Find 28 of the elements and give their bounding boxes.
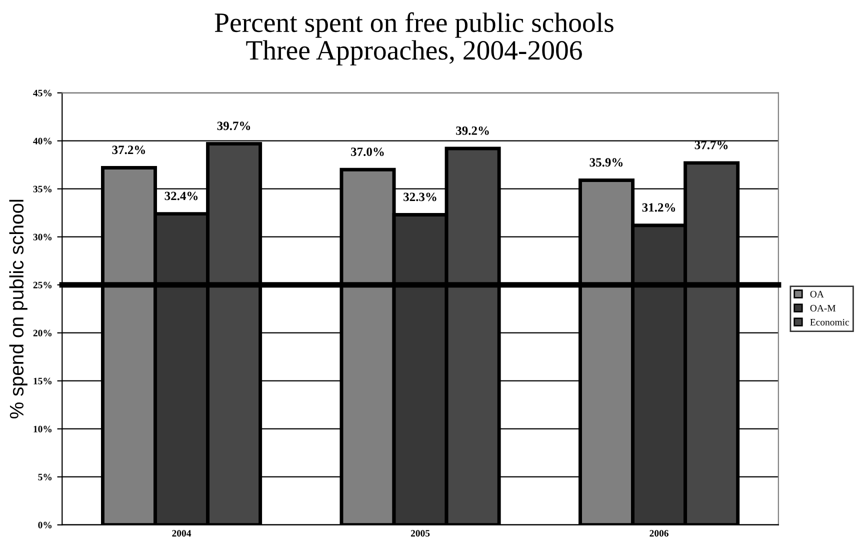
legend-label: OA <box>810 290 824 298</box>
legend-label: Economic <box>810 318 850 326</box>
legend-label: OA-M <box>810 304 836 312</box>
chart-subtitle: Three Approaches, 2004-2006 <box>246 40 582 66</box>
y-tick-label: 15% <box>34 378 52 384</box>
y-tick-label: 45% <box>33 90 52 96</box>
chart-title: Percent spent on free public schools <box>214 12 614 38</box>
x-tick-label: 2004 <box>172 530 192 537</box>
data-label: 37.7% <box>694 140 728 150</box>
data-label: 35.9% <box>590 158 623 167</box>
data-label: 32.3% <box>404 192 436 202</box>
data-label: 37.2% <box>112 146 146 154</box>
data-label: 32.4% <box>164 192 198 200</box>
y-tick-label: 0% <box>38 522 52 528</box>
data-label: 39.7% <box>217 122 250 130</box>
y-tick-label: 35% <box>33 186 52 192</box>
y-tick-label: 25% <box>33 282 52 288</box>
y-tick-label: 10% <box>34 426 52 432</box>
y-tick-label: 20% <box>33 330 52 336</box>
data-label: 31.2% <box>642 203 676 212</box>
y-tick-label: 30% <box>33 234 52 240</box>
data-label: 39.2% <box>456 126 489 135</box>
data-label: 37.0% <box>351 148 384 156</box>
y-tick-label: 40% <box>33 138 52 144</box>
x-tick-label: 2005 <box>410 530 430 537</box>
x-tick-label: 2006 <box>650 530 668 537</box>
y-axis-title: % spend on public school <box>9 200 28 418</box>
y-tick-label: 5% <box>38 474 52 480</box>
